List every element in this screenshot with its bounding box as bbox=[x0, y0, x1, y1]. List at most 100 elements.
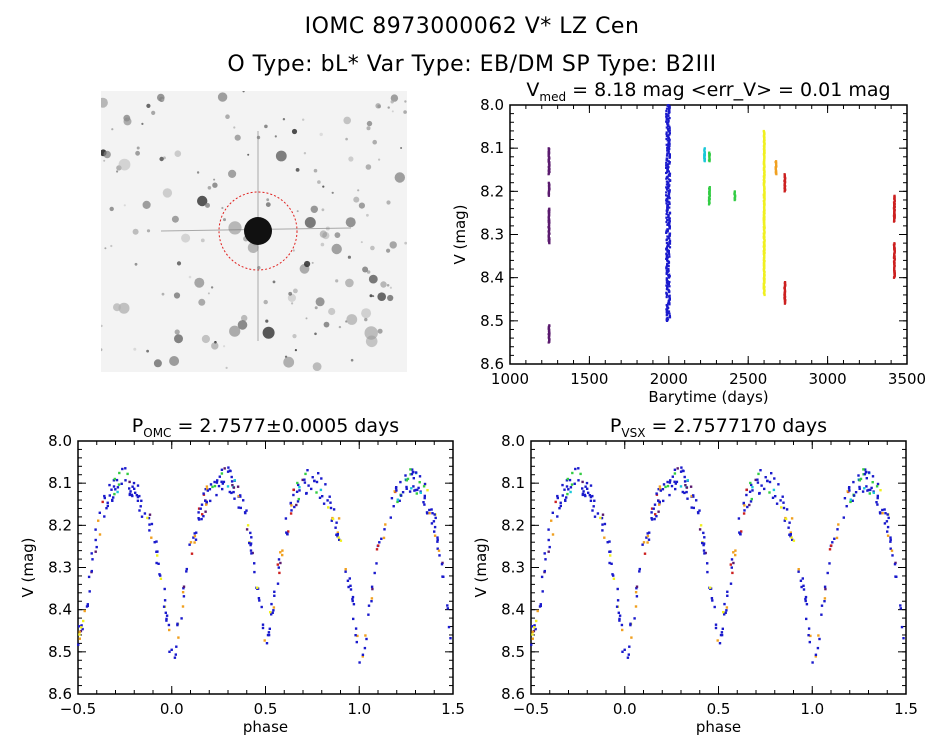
data-point bbox=[204, 488, 207, 491]
background-star bbox=[272, 280, 276, 284]
data-point bbox=[236, 485, 240, 488]
data-point bbox=[559, 501, 562, 504]
data-point bbox=[783, 190, 786, 193]
background-star bbox=[116, 170, 119, 173]
data-point bbox=[665, 202, 668, 205]
background-star bbox=[157, 93, 165, 102]
data-point bbox=[766, 479, 769, 483]
data-point bbox=[105, 507, 108, 510]
data-point bbox=[205, 487, 209, 491]
data-point bbox=[370, 585, 374, 588]
data-point bbox=[635, 595, 639, 598]
background-star bbox=[228, 221, 242, 235]
data-point bbox=[807, 627, 811, 630]
data-point bbox=[197, 517, 200, 520]
data-point bbox=[146, 516, 149, 520]
data-point bbox=[596, 512, 600, 515]
data-point bbox=[295, 490, 299, 493]
data-point bbox=[666, 228, 669, 232]
data-point bbox=[665, 317, 668, 320]
data-point bbox=[121, 467, 124, 471]
data-point bbox=[749, 481, 752, 485]
data-point bbox=[666, 195, 669, 198]
background-star bbox=[266, 198, 270, 202]
data-point bbox=[599, 516, 602, 520]
background-star bbox=[274, 135, 277, 138]
data-point bbox=[782, 506, 786, 510]
data-point bbox=[564, 499, 567, 502]
data-point bbox=[245, 509, 248, 512]
y-tick-label: 8.0 bbox=[480, 96, 504, 114]
data-point bbox=[271, 611, 274, 614]
data-point bbox=[335, 533, 338, 536]
data-point bbox=[608, 561, 611, 565]
data-point bbox=[272, 606, 276, 609]
data-point bbox=[805, 603, 809, 606]
background-star bbox=[146, 103, 151, 108]
data-point bbox=[737, 517, 741, 520]
data-point bbox=[556, 494, 559, 498]
data-point bbox=[704, 551, 707, 555]
data-point bbox=[317, 472, 320, 475]
data-point bbox=[866, 489, 869, 492]
background-star bbox=[400, 147, 403, 149]
data-point bbox=[205, 503, 208, 506]
data-point bbox=[365, 637, 368, 641]
data-point bbox=[621, 628, 624, 632]
data-point bbox=[279, 561, 282, 565]
data-point bbox=[629, 622, 632, 625]
data-point bbox=[686, 479, 689, 482]
data-point bbox=[90, 552, 93, 555]
data-point bbox=[401, 491, 405, 494]
data-point bbox=[787, 526, 790, 529]
data-point bbox=[617, 611, 620, 614]
data-point bbox=[668, 237, 671, 240]
data-point bbox=[799, 579, 803, 582]
data-point bbox=[226, 470, 230, 473]
background-star bbox=[197, 195, 208, 207]
data-point bbox=[668, 138, 671, 141]
data-point bbox=[756, 481, 760, 484]
data-point bbox=[665, 200, 668, 203]
data-point bbox=[215, 481, 219, 484]
data-point bbox=[128, 487, 131, 490]
data-point bbox=[223, 467, 226, 470]
data-point bbox=[433, 530, 436, 533]
data-point bbox=[436, 540, 439, 543]
data-point bbox=[667, 111, 670, 115]
data-point bbox=[665, 166, 668, 169]
data-point bbox=[784, 517, 788, 521]
y-tick-label: 8.4 bbox=[501, 601, 525, 619]
data-point bbox=[547, 538, 550, 542]
data-point bbox=[668, 127, 671, 130]
data-point bbox=[165, 619, 168, 622]
data-point bbox=[666, 318, 670, 321]
data-point bbox=[88, 590, 91, 593]
data-point bbox=[698, 528, 702, 531]
background-star bbox=[387, 294, 394, 302]
background-star bbox=[365, 164, 372, 170]
data-point bbox=[848, 489, 851, 492]
data-point bbox=[667, 262, 670, 265]
data-point bbox=[118, 471, 121, 475]
data-point bbox=[892, 276, 896, 279]
data-point bbox=[111, 499, 114, 502]
data-point bbox=[721, 627, 724, 630]
data-point bbox=[328, 495, 331, 498]
data-point bbox=[777, 483, 780, 486]
data-point bbox=[306, 469, 309, 472]
background-star bbox=[361, 308, 372, 319]
data-point bbox=[667, 163, 670, 166]
data-point bbox=[665, 267, 668, 270]
data-point bbox=[816, 646, 820, 650]
data-point bbox=[588, 494, 591, 497]
data-point bbox=[770, 472, 773, 475]
data-point bbox=[879, 512, 882, 515]
data-point bbox=[547, 550, 550, 553]
data-point bbox=[347, 585, 350, 589]
data-point bbox=[436, 538, 439, 541]
data-point bbox=[668, 218, 671, 221]
data-point bbox=[679, 470, 683, 473]
data-point bbox=[708, 160, 711, 163]
